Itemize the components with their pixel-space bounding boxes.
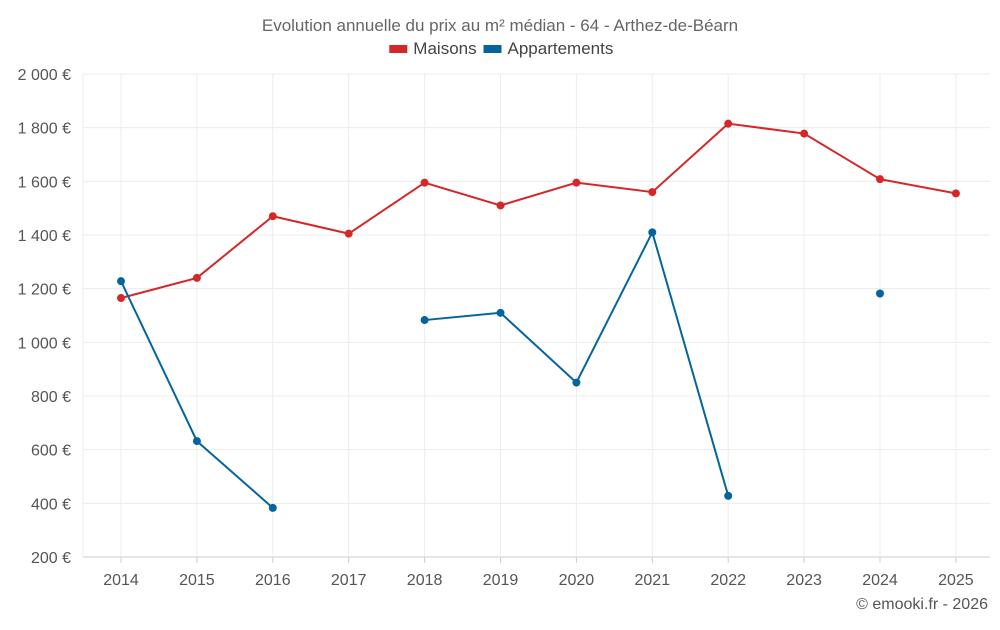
series <box>117 119 960 512</box>
series-maisons <box>117 119 960 303</box>
data-point[interactable] <box>648 228 657 237</box>
grid <box>83 73 990 558</box>
data-point[interactable] <box>572 178 581 187</box>
data-point[interactable] <box>951 189 960 198</box>
data-point[interactable] <box>420 316 429 325</box>
y-tick-label: 1 400 € <box>18 228 71 245</box>
y-tick-label: 600 € <box>31 443 71 460</box>
x-tick-label: 2021 <box>635 572 671 589</box>
y-tick-label: 2 000 € <box>18 67 71 84</box>
y-tick-label: 1 200 € <box>18 282 71 299</box>
x-tick-label: 2019 <box>483 572 519 589</box>
data-point[interactable] <box>268 212 277 221</box>
legend-swatch <box>483 45 502 53</box>
x-tick-label: 2023 <box>786 572 822 589</box>
y-tick-label: 400 € <box>31 496 71 513</box>
x-tick-label: 2022 <box>710 572 746 589</box>
series-appartements <box>117 228 884 512</box>
chart-title: Evolution annuelle du prix au m² médian … <box>262 16 738 35</box>
data-point[interactable] <box>192 437 201 446</box>
legend-label: Appartements <box>508 39 614 58</box>
legend-swatch <box>389 45 408 53</box>
x-tick-label: 2025 <box>938 572 974 589</box>
data-point[interactable] <box>192 273 201 282</box>
data-point[interactable] <box>117 294 125 303</box>
data-point[interactable] <box>268 503 277 512</box>
credit-text: © emooki.fr - 2026 <box>856 596 988 613</box>
data-point[interactable] <box>648 188 657 197</box>
x-tick-label: 2018 <box>407 572 443 589</box>
data-point[interactable] <box>420 178 429 187</box>
data-point[interactable] <box>876 175 884 184</box>
data-point[interactable] <box>344 229 353 238</box>
x-tick-label: 2014 <box>103 572 139 589</box>
data-point[interactable] <box>800 129 809 138</box>
y-tick-label: 1 000 € <box>18 335 71 352</box>
y-tick-label: 800 € <box>31 389 71 406</box>
y-tick-label: 1 800 € <box>18 121 71 138</box>
x-tick-label: 2020 <box>559 572 595 589</box>
data-point[interactable] <box>876 289 884 298</box>
legend-item-appartements[interactable]: Appartements <box>483 39 614 58</box>
legend-item-maisons[interactable]: Maisons <box>389 39 477 58</box>
x-tick-label: 2017 <box>331 572 367 589</box>
y-tick-label: 200 € <box>31 550 71 567</box>
axes: 200 € 400 € 600 € 800 € 1 000 € 1 200 € 1 400 … <box>18 67 974 589</box>
data-point[interactable] <box>572 378 581 387</box>
legend-label: Maisons <box>413 39 476 58</box>
legend[interactable]: Maisons Appartements <box>389 39 613 58</box>
data-point[interactable] <box>496 308 505 317</box>
data-point[interactable] <box>117 277 125 286</box>
x-tick-label: 2015 <box>179 572 215 589</box>
x-tick-label: 2024 <box>862 572 898 589</box>
data-point[interactable] <box>496 201 505 210</box>
data-point[interactable] <box>724 119 733 128</box>
data-point[interactable] <box>724 491 733 500</box>
x-tick-label: 2016 <box>255 572 291 589</box>
y-tick-label: 1 600 € <box>18 174 71 191</box>
series-line-maisons <box>120 122 957 300</box>
